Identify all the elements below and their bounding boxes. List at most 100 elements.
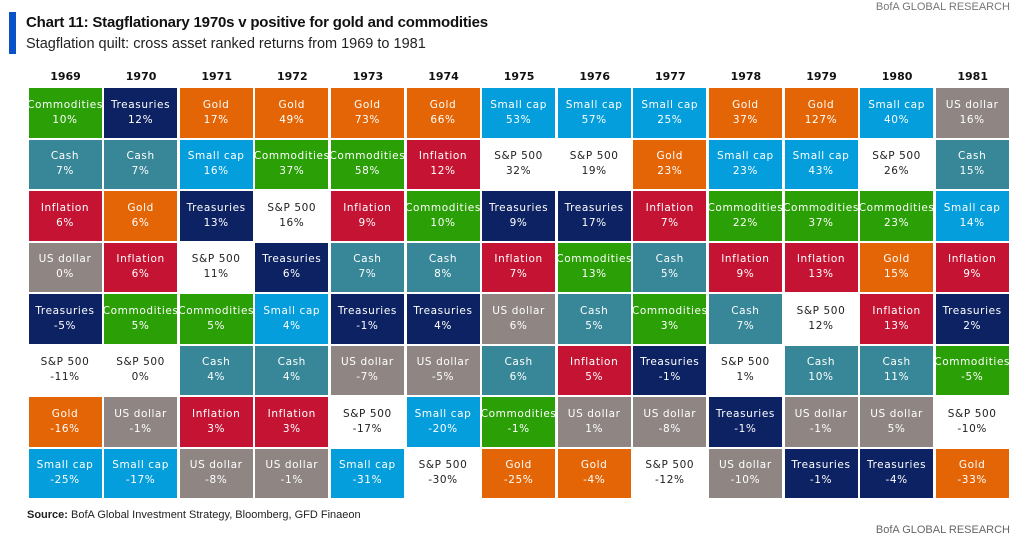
asset-label: S&P 500 bbox=[116, 356, 165, 369]
year-header: 1972 bbox=[276, 70, 308, 83]
quilt-cell: Commodities 23% bbox=[859, 191, 934, 241]
quilt-cell: US dollar -1% bbox=[255, 448, 329, 498]
return-label: -5% bbox=[961, 371, 984, 384]
quilt-cell: Commodities -1% bbox=[480, 397, 557, 447]
quilt-cell: S&P 500 -12% bbox=[633, 448, 707, 498]
return-label: 73% bbox=[354, 113, 380, 126]
return-label: -4% bbox=[583, 474, 606, 487]
quilt-cell: Treasuries 9% bbox=[482, 191, 556, 241]
quilt-cell: Small cap -25% bbox=[28, 448, 102, 498]
return-label: 8% bbox=[434, 268, 452, 281]
quilt-cell: Inflation 6% bbox=[104, 242, 178, 292]
asset-label: S&P 500 bbox=[796, 304, 846, 317]
quilt-cell: Treasuries 4% bbox=[406, 294, 480, 344]
asset-label: Cash bbox=[806, 356, 836, 369]
asset-label: Treasuries bbox=[262, 253, 322, 266]
return-label: 15% bbox=[884, 268, 910, 281]
asset-label: Commodities bbox=[556, 253, 633, 266]
quilt-cell: US dollar -1% bbox=[784, 397, 858, 447]
return-label: 5% bbox=[207, 319, 226, 332]
return-label: 3% bbox=[207, 422, 226, 435]
return-label: -25% bbox=[503, 474, 534, 487]
return-label: -25% bbox=[50, 474, 80, 487]
asset-label: Commodities bbox=[480, 407, 557, 420]
quilt-cell: Commodities -5% bbox=[934, 345, 1009, 395]
return-label: 6% bbox=[131, 268, 150, 281]
return-label: 7% bbox=[131, 165, 150, 178]
quilt-cell: Gold -16% bbox=[28, 397, 102, 447]
return-label: 10% bbox=[808, 371, 834, 384]
quilt-cell: S&P 500 -30% bbox=[406, 448, 480, 498]
asset-label: S&P 500 bbox=[645, 459, 695, 472]
quilt-cell: Small cap 53% bbox=[482, 88, 556, 138]
quilt-cell: Small cap 25% bbox=[633, 88, 707, 138]
quilt-cell: Commodities 5% bbox=[103, 294, 178, 344]
quilt-cell: Gold 73% bbox=[330, 88, 404, 138]
asset-label: Small cap bbox=[339, 459, 396, 472]
quilt-cell: Gold 23% bbox=[633, 139, 707, 189]
quilt-cell: Treasuries 6% bbox=[255, 242, 329, 292]
return-label: 0% bbox=[131, 371, 150, 384]
return-label: 16% bbox=[959, 113, 985, 126]
asset-label: Cash bbox=[580, 304, 609, 317]
asset-label: Small cap bbox=[112, 459, 169, 472]
quilt-cell: Treasuries -1% bbox=[784, 448, 858, 498]
quilt-cell: S&P 500 -17% bbox=[330, 397, 404, 447]
return-label: -16% bbox=[50, 422, 80, 435]
asset-label: Gold bbox=[580, 459, 608, 472]
return-label: 7% bbox=[509, 268, 528, 281]
quilt-cell: US dollar 0% bbox=[28, 242, 102, 292]
return-label: 7% bbox=[660, 216, 679, 229]
quilt-cell: US dollar -7% bbox=[330, 345, 404, 395]
return-label: -7% bbox=[356, 371, 379, 384]
asset-label: Treasuries bbox=[867, 459, 927, 472]
asset-label: US dollar bbox=[416, 356, 470, 369]
return-label: 15% bbox=[959, 165, 985, 178]
quilt-cell: Gold -25% bbox=[482, 448, 556, 498]
year-header: 1980 bbox=[881, 70, 913, 83]
quilt-cell: Commodities 37% bbox=[254, 139, 329, 189]
asset-label: Small cap bbox=[565, 98, 623, 111]
asset-label: Treasuries bbox=[186, 201, 246, 214]
quilt-cell: Commodities 3% bbox=[631, 294, 708, 344]
quilt-cell: Treasuries -1% bbox=[633, 345, 707, 395]
quilt-cell: Small cap 4% bbox=[255, 294, 329, 344]
quilt-cell: Small cap 40% bbox=[860, 88, 934, 138]
asset-label: Gold bbox=[656, 150, 684, 163]
quilt-cell: Commodities 10% bbox=[27, 88, 103, 138]
return-label: 12% bbox=[128, 113, 154, 126]
asset-label: S&P 500 bbox=[343, 407, 392, 420]
quilt-cell: Cash 5% bbox=[633, 242, 707, 292]
quilt-cell: Cash 5% bbox=[557, 294, 631, 344]
asset-label: Cash bbox=[277, 356, 306, 369]
asset-label: Commodities bbox=[631, 304, 708, 317]
asset-label: Gold bbox=[429, 98, 457, 111]
quilt-cell: Commodities 37% bbox=[783, 191, 858, 241]
asset-label: Small cap bbox=[263, 304, 321, 317]
source-text: BofA Global Investment Strategy, Bloombe… bbox=[71, 509, 361, 521]
quilt-cell: US dollar 5% bbox=[860, 397, 934, 447]
return-label: -5% bbox=[53, 319, 77, 332]
return-label: 37% bbox=[279, 165, 305, 178]
return-label: -17% bbox=[125, 474, 156, 487]
asset-label: Gold bbox=[354, 98, 381, 111]
quilt-cell: Gold -33% bbox=[935, 448, 1009, 498]
quilt-cell: Gold 49% bbox=[255, 88, 329, 138]
return-label: 10% bbox=[52, 113, 78, 126]
asset-label: Commodities bbox=[405, 201, 481, 214]
chart-title: Chart 11: Stagflationary 1970s v positiv… bbox=[26, 14, 488, 31]
quilt-cell: Commodities 10% bbox=[405, 191, 481, 241]
asset-label: Inflation bbox=[570, 356, 619, 369]
return-label: 6% bbox=[131, 216, 150, 229]
asset-label: Commodities bbox=[27, 98, 103, 111]
return-label: 13% bbox=[808, 268, 834, 281]
return-label: 32% bbox=[506, 165, 532, 178]
asset-label: Inflation bbox=[343, 201, 392, 214]
asset-label: Inflation bbox=[267, 407, 316, 420]
quilt-cell: US dollar -1% bbox=[104, 397, 178, 447]
return-label: 13% bbox=[581, 268, 607, 281]
asset-label: Small cap bbox=[717, 150, 774, 163]
asset-label: Small cap bbox=[414, 407, 472, 420]
return-label: -1% bbox=[658, 371, 681, 384]
asset-label: US dollar bbox=[114, 407, 167, 420]
